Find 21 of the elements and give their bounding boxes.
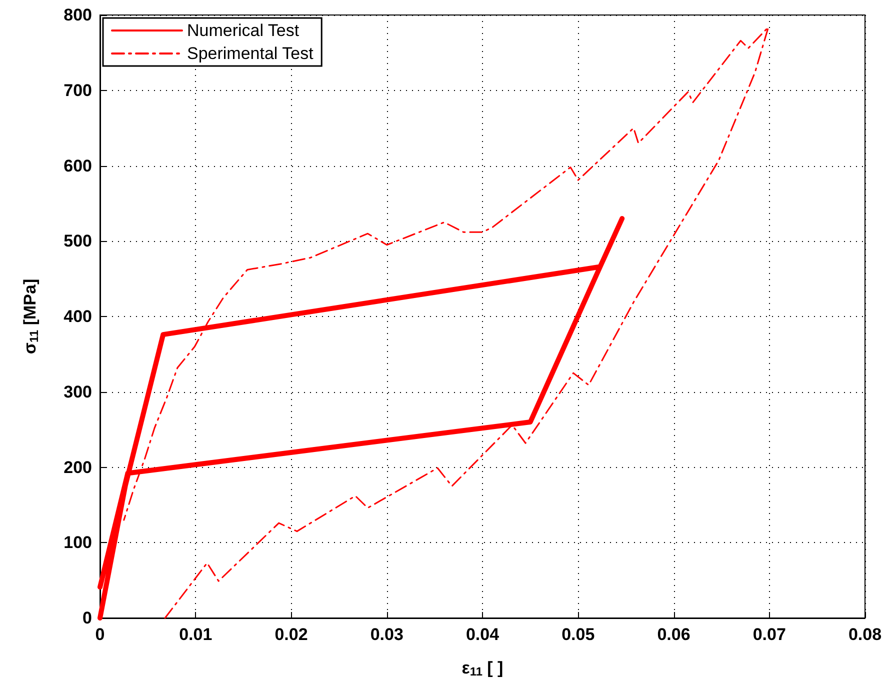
legend-label: Numerical Test — [187, 21, 300, 40]
x-tick-label: 0.07 — [752, 625, 786, 644]
y-axis-title: σ11 [MPa] — [20, 278, 41, 354]
y-tick-label: 500 — [64, 232, 92, 251]
y-tick-label: 100 — [64, 533, 92, 552]
y-tick-label: 800 — [64, 6, 92, 24]
x-tick-label: 0.04 — [466, 625, 500, 644]
x-tick-label: 0.06 — [657, 625, 690, 644]
y-tick-label: 700 — [64, 80, 92, 100]
y-tick-label: 300 — [64, 382, 92, 402]
y-tick-label: 200 — [64, 458, 92, 477]
x-tick-label: 0.05 — [562, 625, 595, 644]
legend-label: Sperimental Test — [187, 44, 314, 63]
y-tick-label: 0 — [82, 608, 92, 628]
x-tick-label: 0.08 — [848, 625, 882, 644]
x-tick-label: 0.02 — [274, 625, 308, 644]
x-tick-label: 0 — [95, 625, 105, 644]
y-tick-label: 600 — [64, 156, 92, 176]
x-tick-label: 0.03 — [370, 625, 404, 644]
x-tick-label: 0.01 — [179, 625, 212, 644]
y-tick-label: 400 — [64, 307, 92, 326]
